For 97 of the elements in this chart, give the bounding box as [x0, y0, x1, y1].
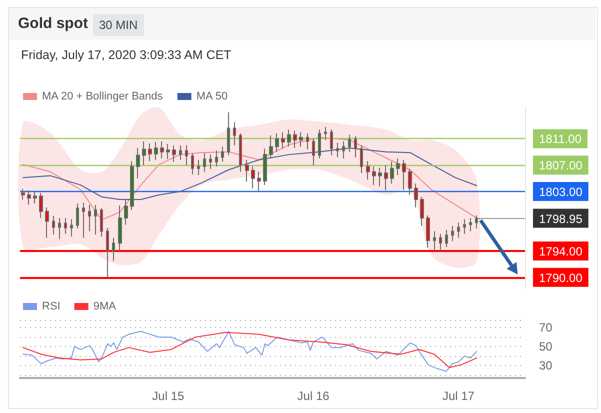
- y-tick-label: 1790.00: [539, 270, 583, 285]
- candlestick: [94, 204, 97, 235]
- candlestick: [33, 191, 37, 204]
- candlestick: [197, 159, 200, 176]
- candlestick: [451, 225, 454, 242]
- legend-label: MA 50: [196, 90, 228, 102]
- candlestick: [299, 132, 303, 148]
- candlestick: [215, 150, 218, 167]
- y-tick-label: 30: [539, 358, 553, 373]
- candlestick: [330, 128, 333, 156]
- candlestick: [166, 143, 170, 160]
- candlestick: [384, 164, 388, 191]
- legend-label: RSI: [42, 300, 60, 312]
- legend-label: 9MA: [93, 300, 117, 312]
- x-tick-label: Jul 17: [442, 389, 475, 403]
- candlestick: [136, 147, 140, 179]
- candlestick: [287, 128, 291, 148]
- candlestick: [420, 196, 424, 226]
- x-tick-label: Jul 16: [297, 389, 330, 403]
- text: 30 MIN: [93, 14, 144, 36]
- candlestick: [342, 140, 345, 160]
- candlestick: [414, 183, 418, 208]
- candlestick: [118, 204, 122, 252]
- candlestick: [402, 159, 406, 191]
- candlestick: [275, 132, 279, 152]
- candlestick: [293, 130, 297, 148]
- candlestick: [100, 208, 103, 237]
- y-tick-label: 1807.00: [539, 158, 583, 173]
- candlestick: [396, 158, 400, 176]
- candlestick: [366, 160, 370, 180]
- candlestick: [324, 126, 327, 141]
- candlestick: [185, 144, 188, 166]
- candlestick: [257, 171, 261, 192]
- candlestick: [124, 198, 128, 226]
- candlestick: [426, 214, 430, 248]
- candlestick: [112, 237, 115, 262]
- candlestick: [58, 217, 61, 240]
- candlestick: [475, 214, 478, 230]
- candlestick: [39, 192, 43, 218]
- candlestick: [142, 140, 146, 166]
- candlestick: [281, 132, 285, 150]
- line-series: [22, 147, 478, 200]
- x-tick-label: Jul 15: [152, 389, 185, 403]
- candlestick: [106, 227, 109, 278]
- legend-label: MA 20 + Bollinger Bands: [42, 90, 164, 102]
- candlestick: [433, 230, 436, 250]
- candlestick: [45, 206, 49, 238]
- candlestick: [64, 217, 67, 234]
- candlestick: [263, 148, 267, 186]
- y-tick-label: 1811.00: [539, 132, 582, 146]
- chart-title: Gold spot: [18, 15, 88, 32]
- y-tick-label: 50: [539, 340, 553, 354]
- candlestick: [469, 217, 472, 232]
- candlestick: [88, 204, 91, 232]
- candlestick: [203, 152, 206, 172]
- candlestick: [251, 166, 255, 189]
- candlestick: [239, 132, 242, 172]
- candlestick: [378, 167, 382, 187]
- y-tick-label: 1803.00: [539, 185, 583, 200]
- candlestick: [372, 166, 376, 186]
- candlestick: [227, 112, 230, 156]
- candlestick: [439, 233, 442, 252]
- candlestick: [354, 136, 357, 158]
- candlestick: [27, 190, 31, 206]
- candlestick: [318, 128, 321, 160]
- candlestick: [154, 142, 158, 160]
- candlestick: [172, 144, 176, 162]
- candlestick: [233, 122, 236, 146]
- candlestick: [463, 218, 466, 234]
- candlestick: [52, 215, 55, 235]
- candlestick: [457, 222, 460, 238]
- candlestick: [360, 144, 363, 174]
- candlestick: [191, 152, 194, 175]
- candlestick: [245, 159, 249, 182]
- line-series: [22, 136, 478, 220]
- candlestick: [408, 168, 412, 196]
- candlestick: [130, 160, 134, 211]
- y-tick-label: 1794.00: [539, 244, 583, 259]
- candlestick: [21, 188, 25, 200]
- candlestick: [221, 146, 224, 162]
- candlestick: [82, 202, 85, 238]
- candlestick: [148, 142, 152, 162]
- candlestick: [312, 138, 315, 166]
- candlestick: [179, 144, 182, 160]
- candlestick: [70, 218, 73, 237]
- chart-subtitle: Friday, July 17, 2020 3:09:33 AM CET: [21, 48, 232, 62]
- candlestick: [76, 202, 79, 230]
- y-tick-label: 1798.95: [539, 212, 583, 226]
- candlestick: [209, 154, 212, 170]
- y-tick-label: 70: [539, 320, 553, 335]
- candlestick: [306, 132, 309, 150]
- candlestick: [390, 161, 394, 184]
- candlestick: [445, 229, 448, 248]
- candlestick: [269, 134, 273, 160]
- candlestick: [336, 142, 339, 158]
- candlestick: [348, 134, 351, 152]
- candlestick: [160, 140, 164, 160]
